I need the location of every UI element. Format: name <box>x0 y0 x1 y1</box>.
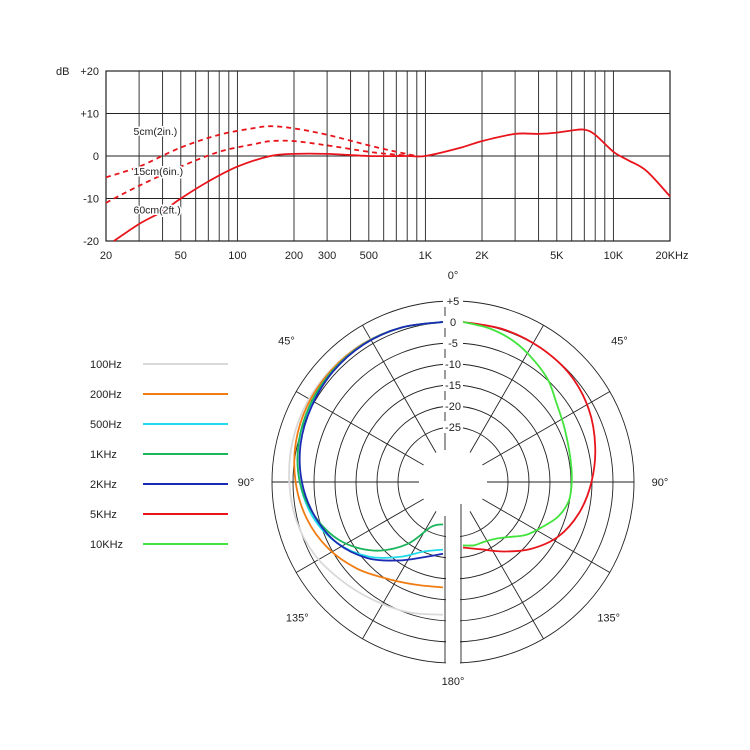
legend-label-200hz: 200Hz <box>90 389 122 401</box>
polar-radius-labels: +5 0 -5 -10 -15 -20 -25 <box>443 295 463 434</box>
frequency-response-y-tick-labels: +20 +10 0 -10 -20 <box>80 66 99 248</box>
y-tick-label: 0 <box>93 151 99 163</box>
polar-radius-label: +5 <box>447 296 460 308</box>
polar-radius-label: -10 <box>445 359 461 371</box>
polar-angle-labels: 0° 45° 45° 90° 90° 135° 135° 180° <box>238 270 669 688</box>
polar-pattern-chart: +5 0 -5 -10 -15 -20 -25 0° 45° 45° 90° 90° 135° 135°… <box>238 270 669 688</box>
x-tick-label: 10K <box>604 250 624 262</box>
x-tick-label: 100 <box>228 250 246 262</box>
polar-angle-label: 45° <box>611 335 628 347</box>
polar-curve-2khz <box>298 321 444 562</box>
y-tick-label: +10 <box>80 109 99 121</box>
series-line-3 <box>113 128 671 242</box>
series-label-1: 5cm(2in.) <box>134 126 178 138</box>
x-tick-label: 5K <box>550 250 564 262</box>
polar-radius-label-bg <box>443 337 463 349</box>
x-tick-label: 500 <box>360 250 378 262</box>
polar-radius-label: -25 <box>445 422 461 434</box>
legend-label-5khz: 5KHz <box>90 509 117 521</box>
frequency-response-y-axis-label: dB <box>56 66 69 78</box>
polar-curve-100hz <box>288 321 444 616</box>
polar-angle-label: 180° <box>442 676 465 688</box>
polar-axis-strip-bottom <box>446 502 460 677</box>
y-tick-label: +20 <box>80 66 99 78</box>
polar-radius-label-bg <box>443 421 463 433</box>
series-label-3: 60cm(2ft.) <box>134 204 181 216</box>
x-tick-label: 50 <box>175 250 187 262</box>
frequency-response-series: 5cm(2in.) 15cm(6in.) 60cm(2ft.) <box>105 124 671 242</box>
series-line-1 <box>105 125 417 179</box>
x-tick-label: 2K <box>475 250 489 262</box>
polar-radius-label: -20 <box>445 401 461 413</box>
legend-label-100hz: 100Hz <box>90 359 122 371</box>
polar-curve-10khz <box>462 321 573 547</box>
polar-legend: 100Hz 200Hz 500Hz 1KHz 2KHz 5KHz 10KHz <box>90 359 228 551</box>
polar-radius-label-bg <box>443 316 463 328</box>
polar-angle-label: 135° <box>597 612 620 624</box>
x-tick-label: 20KHz <box>655 250 688 262</box>
x-tick-label: 200 <box>285 250 303 262</box>
polar-angle-label: 135° <box>286 612 309 624</box>
polar-radius-label: 0 <box>450 317 456 329</box>
polar-radius-label-bg <box>443 400 463 412</box>
polar-spoke <box>482 391 611 466</box>
polar-radius-label-bg <box>443 295 463 307</box>
polar-angle-label: 0° <box>448 270 459 282</box>
frequency-response-x-tick-labels: 20 50 100 200 300 500 1K 2K 5K 10K 20KHz <box>100 250 689 262</box>
series-label-2: 15cm(6in.) <box>134 166 184 178</box>
legend-label-10khz: 10KHz <box>90 539 123 551</box>
polar-radius-label: -15 <box>445 380 461 392</box>
polar-angle-label: 90° <box>238 477 255 489</box>
legend-label-1khz: 1KHz <box>90 449 117 461</box>
polar-curve-5khz <box>462 321 597 553</box>
polar-spoke <box>469 511 544 640</box>
polar-angle-label: 90° <box>652 477 669 489</box>
polar-spoke <box>482 498 611 573</box>
polar-curve-1khz <box>296 321 444 552</box>
polar-radius-label-bg <box>443 379 463 391</box>
y-tick-label: -20 <box>83 236 99 248</box>
x-tick-label: 1K <box>419 250 433 262</box>
polar-radius-label-bg <box>443 358 463 370</box>
y-tick-label: -10 <box>83 194 99 206</box>
x-tick-label: 300 <box>318 250 336 262</box>
legend-label-2khz: 2KHz <box>90 479 117 491</box>
frequency-response-chart: dB +20 +10 0 -10 -20 20 50 100 200 300 500 1K 2K 5K 1… <box>56 66 689 262</box>
polar-spoke <box>295 391 424 466</box>
polar-radius-label: -5 <box>448 338 458 350</box>
polar-angle-label: 45° <box>278 335 295 347</box>
legend-label-500hz: 500Hz <box>90 419 122 431</box>
x-tick-label: 20 <box>100 250 112 262</box>
polar-spoke <box>362 324 437 453</box>
polar-spoke <box>295 498 424 573</box>
polar-spoke <box>469 324 544 453</box>
polar-curves <box>288 321 597 616</box>
